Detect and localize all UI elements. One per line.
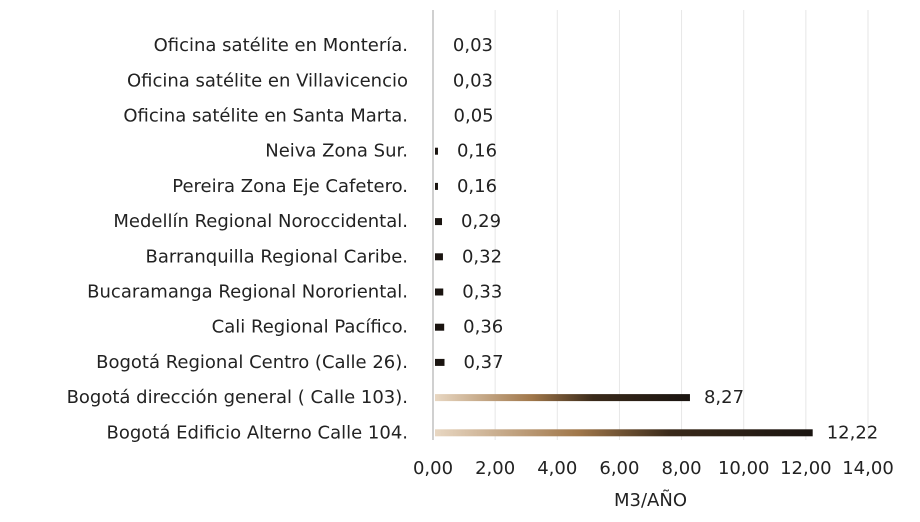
value-label: 0,16 — [457, 176, 497, 197]
category-label: Bogotá dirección general ( Calle 103). — [67, 387, 408, 408]
category-label: Bucaramanga Regional Nororiental. — [87, 282, 408, 303]
value-label: 8,27 — [704, 387, 744, 408]
bars — [435, 147, 813, 437]
category-label: Oficina satélite en Villavicencio — [127, 70, 408, 91]
bar — [435, 394, 690, 402]
bar — [435, 288, 444, 296]
value-label: 0,03 — [453, 70, 493, 91]
x-tick-label: 0,00 — [413, 458, 453, 479]
category-label: Oficina satélite en Santa Marta. — [123, 106, 408, 127]
x-axis-title: M3/AÑO — [614, 489, 687, 511]
value-label: 0,03 — [453, 35, 493, 56]
bar — [435, 147, 438, 155]
category-label: Barranquilla Regional Caribe. — [146, 246, 409, 267]
value-label: 0,29 — [461, 211, 501, 232]
x-tick-label: 6,00 — [599, 458, 639, 479]
category-label: Bogotá Regional Centro (Calle 26). — [96, 352, 408, 373]
x-tick-label: 10,00 — [718, 458, 770, 479]
category-label: Medellín Regional Noroccidental. — [113, 211, 408, 232]
value-label: 0,32 — [462, 246, 502, 267]
value-label: 12,22 — [827, 422, 879, 443]
category-labels: Oficina satélite en Montería. Oficina sat… — [67, 35, 408, 443]
x-tick-label: 4,00 — [537, 458, 577, 479]
bar — [435, 358, 445, 366]
bar — [435, 218, 443, 226]
value-label: 0,05 — [454, 106, 494, 127]
x-tick-label: 8,00 — [662, 458, 702, 479]
value-label: 0,36 — [463, 317, 503, 338]
value-label: 0,33 — [462, 282, 502, 303]
bar — [435, 323, 445, 331]
bar — [435, 182, 438, 190]
category-label: Oficina satélite en Montería. — [154, 35, 408, 56]
x-tick-label: 12,00 — [780, 458, 832, 479]
category-label: Neiva Zona Sur. — [265, 141, 408, 162]
category-label: Cali Regional Pacífico. — [212, 317, 408, 338]
gridlines — [494, 10, 869, 440]
value-label: 0,16 — [457, 141, 497, 162]
category-label: Bogotá Edificio Alterno Calle 104. — [106, 422, 408, 443]
x-tick-label: 14,00 — [842, 458, 894, 479]
value-label: 0,37 — [463, 352, 503, 373]
bar — [435, 253, 443, 261]
x-tick-labels: 0,00 2,00 4,00 6,00 8,00 10,00 12,00 14,00 — [413, 458, 894, 479]
bar — [435, 429, 813, 437]
x-tick-label: 2,00 — [475, 458, 515, 479]
category-label: Pereira Zona Eje Cafetero. — [172, 176, 408, 197]
value-labels: 0,03 0,03 0,05 0,16 0,16 0,29 0,32 0,33 0,36 0,37… — [453, 35, 878, 443]
